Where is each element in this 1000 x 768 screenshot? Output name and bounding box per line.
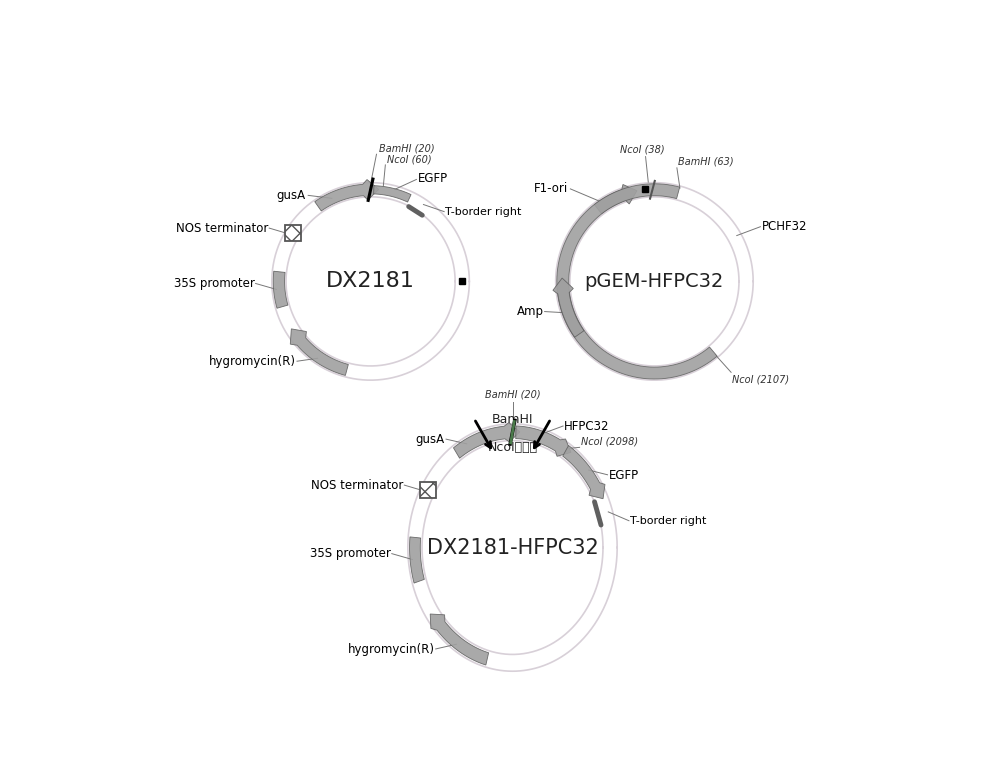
Text: gusA: gusA xyxy=(416,432,445,445)
Text: NcoI (60): NcoI (60) xyxy=(387,154,432,164)
Text: EGFP: EGFP xyxy=(418,172,448,185)
Text: pGEM-HFPC32: pGEM-HFPC32 xyxy=(585,272,724,291)
Bar xyxy=(459,279,465,284)
Text: EGFP: EGFP xyxy=(609,469,639,482)
Bar xyxy=(420,482,436,498)
Text: T-border right: T-border right xyxy=(630,516,707,526)
Text: PCHF32: PCHF32 xyxy=(762,220,808,233)
Polygon shape xyxy=(430,614,489,665)
Polygon shape xyxy=(563,445,605,498)
Polygon shape xyxy=(553,278,584,337)
Text: NcoI (2107): NcoI (2107) xyxy=(732,374,789,384)
Polygon shape xyxy=(315,180,379,211)
Polygon shape xyxy=(453,422,520,458)
Polygon shape xyxy=(516,426,571,456)
Polygon shape xyxy=(273,271,288,308)
Text: HFPC32: HFPC32 xyxy=(564,419,610,432)
Text: Amp: Amp xyxy=(516,305,543,318)
Text: 35S promoter: 35S promoter xyxy=(310,547,391,560)
Text: BamHI (63): BamHI (63) xyxy=(678,156,734,166)
Polygon shape xyxy=(594,184,637,214)
Text: BamHI (20): BamHI (20) xyxy=(379,143,435,153)
Text: NOS terminator: NOS terminator xyxy=(176,222,268,234)
Polygon shape xyxy=(410,537,424,583)
Text: gusA: gusA xyxy=(276,189,305,202)
Text: NcoI双酶切: NcoI双酶切 xyxy=(487,441,538,454)
Bar xyxy=(285,225,301,240)
Text: NcoI (38): NcoI (38) xyxy=(620,144,665,154)
Text: DX2181-HFPC32: DX2181-HFPC32 xyxy=(427,538,598,558)
Text: 35S promoter: 35S promoter xyxy=(174,277,254,290)
Text: hygromycin(R): hygromycin(R) xyxy=(209,355,296,368)
Text: F1-ori: F1-ori xyxy=(534,182,569,195)
Polygon shape xyxy=(290,329,348,376)
Text: BamHI: BamHI xyxy=(492,413,533,426)
Text: DX2181: DX2181 xyxy=(326,271,415,291)
Text: NOS terminator: NOS terminator xyxy=(311,478,403,492)
Text: T-border right: T-border right xyxy=(445,207,522,217)
Text: hygromycin(R): hygromycin(R) xyxy=(348,643,435,656)
Bar xyxy=(642,187,648,192)
Text: NcoI (2098): NcoI (2098) xyxy=(581,437,638,447)
Text: BamHI (20): BamHI (20) xyxy=(485,389,540,399)
Polygon shape xyxy=(557,184,717,379)
Polygon shape xyxy=(374,186,411,202)
